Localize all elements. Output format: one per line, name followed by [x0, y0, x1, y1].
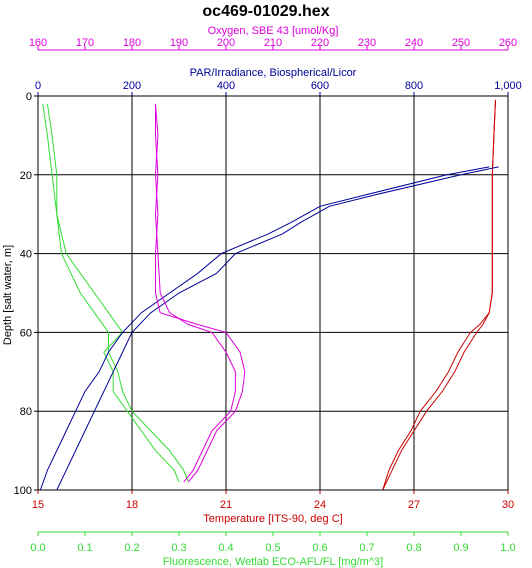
depth-tick-label: 100: [14, 485, 32, 497]
oxygen-tick-label: 220: [311, 37, 329, 49]
fluorescence-tick-label: 0.0: [30, 542, 45, 554]
depth-tick-label: 60: [20, 327, 32, 339]
par-tick-label: 800: [405, 80, 423, 92]
par-tick-label: 400: [217, 80, 235, 92]
temperature-axis-label: Temperature [ITS-90, deg C]: [203, 513, 342, 525]
fluorescence-tick-label: 0.6: [312, 542, 327, 554]
depth-tick-label: 20: [20, 170, 32, 182]
oxygen-tick-label: 240: [405, 37, 423, 49]
fluorescence-tick-label: 1.0: [500, 542, 515, 554]
oxygen-tick-label: 210: [264, 37, 282, 49]
temperature-tick-label: 27: [408, 499, 420, 511]
temperature-tick-label: 24: [314, 499, 326, 511]
plot-frame: [37, 95, 509, 491]
oxygen-tick-label: 160: [29, 37, 47, 49]
oxygen-tick-label: 190: [170, 37, 188, 49]
fluorescence-tick-label: 0.7: [359, 542, 374, 554]
series-group: [39, 99, 499, 491]
oxygen-tick-label: 200: [217, 37, 235, 49]
par-tick-label: 200: [123, 80, 141, 92]
fluorescence-tick-label: 0.5: [265, 542, 280, 554]
fluorescence-axis-label: Fluorescence, Wetlab ECO-AFL/FL [mg/m^3]: [163, 556, 383, 568]
par-tick-label: 600: [311, 80, 329, 92]
oxygen-tick-label: 170: [76, 37, 94, 49]
temperature-tick-label: 18: [126, 499, 138, 511]
chart-title: oc469-01029.hex: [202, 3, 329, 20]
temperature-tick-label: 15: [32, 499, 44, 511]
oxygen-tick-label: 230: [358, 37, 376, 49]
par-upcast-line: [39, 166, 490, 491]
temperature-upcast-line: [382, 99, 496, 491]
depth-tick-label: 0: [26, 91, 32, 103]
fluorescence-tick-label: 0.9: [453, 542, 468, 554]
depth-axis-label: Depth [salt water, m]: [2, 245, 14, 345]
par-tick-label: 1,000: [494, 80, 522, 92]
oxygen-downcast-line: [154, 103, 246, 483]
temperature-tick-label: 30: [502, 499, 514, 511]
fluorescence-downcast-line: [46, 103, 189, 483]
temperature-downcast-line: [382, 99, 496, 491]
oxygen-tick-label: 180: [123, 37, 141, 49]
fluorescence-tick-label: 0.3: [171, 542, 186, 554]
depth-tick-label: 80: [20, 406, 32, 418]
oxygen-upcast-line: [154, 103, 236, 483]
fluorescence-upcast-line: [42, 103, 180, 483]
fluorescence-tick-label: 0.1: [77, 542, 92, 554]
oxygen-axis-label: Oxygen, SBE 43 [umol/Kg]: [208, 25, 339, 37]
par-axis-label: PAR/Irradiance, Biospherical/Licor: [190, 67, 357, 79]
oxygen-tick-label: 250: [452, 37, 470, 49]
temperature-tick-label: 21: [220, 499, 232, 511]
fluorescence-tick-label: 0.2: [124, 542, 139, 554]
depth-tick-label: 40: [20, 249, 32, 261]
fluorescence-tick-label: 0.4: [218, 542, 233, 554]
par-downcast-line: [56, 166, 499, 491]
par-tick-label: 0: [35, 80, 41, 92]
oxygen-tick-label: 260: [499, 37, 517, 49]
grid-lines: [38, 96, 508, 490]
fluorescence-tick-label: 0.8: [406, 542, 421, 554]
